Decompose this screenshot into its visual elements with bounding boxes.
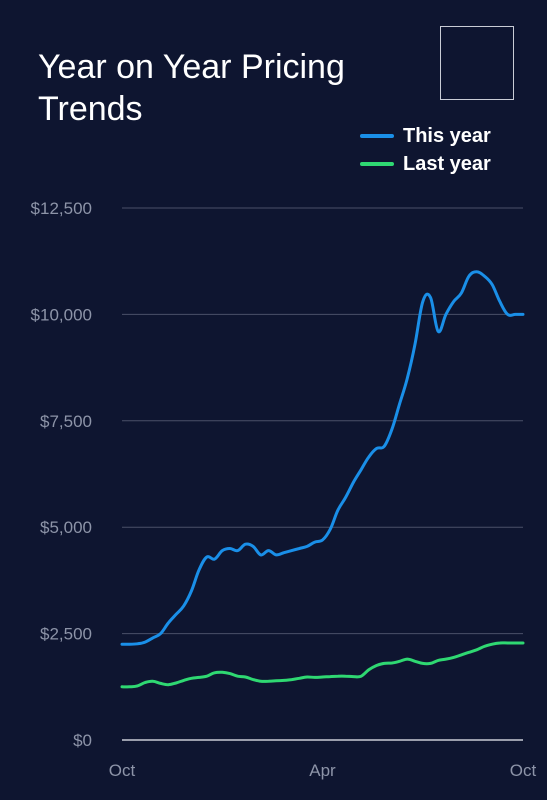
x-tick-label: Apr: [309, 761, 336, 780]
legend-item-last-year[interactable]: Last year: [360, 150, 540, 178]
chart-legend: This year Last year: [360, 122, 540, 178]
legend-swatch-last-year: [360, 162, 394, 166]
y-tick-label: $0: [73, 731, 92, 750]
logo-placeholder: [440, 26, 514, 100]
y-tick-label: $5,000: [40, 518, 92, 537]
series-line-this-year: [120, 270, 525, 646]
legend-label-this-year: This year: [403, 124, 491, 147]
series-line-last-year: [120, 641, 525, 689]
y-tick-label: $12,500: [31, 199, 92, 218]
y-tick-label: $10,000: [31, 305, 92, 324]
y-tick-label: $7,500: [40, 412, 92, 431]
legend-swatch-this-year: [360, 134, 394, 138]
y-tick-label: $2,500: [40, 625, 92, 644]
legend-item-this-year[interactable]: This year: [360, 122, 540, 150]
chart-title: Year on Year Pricing Trends: [38, 48, 345, 128]
legend-label-last-year: Last year: [403, 152, 491, 175]
x-tick-label: Oct: [510, 761, 537, 780]
x-tick-label: Oct: [109, 761, 136, 780]
